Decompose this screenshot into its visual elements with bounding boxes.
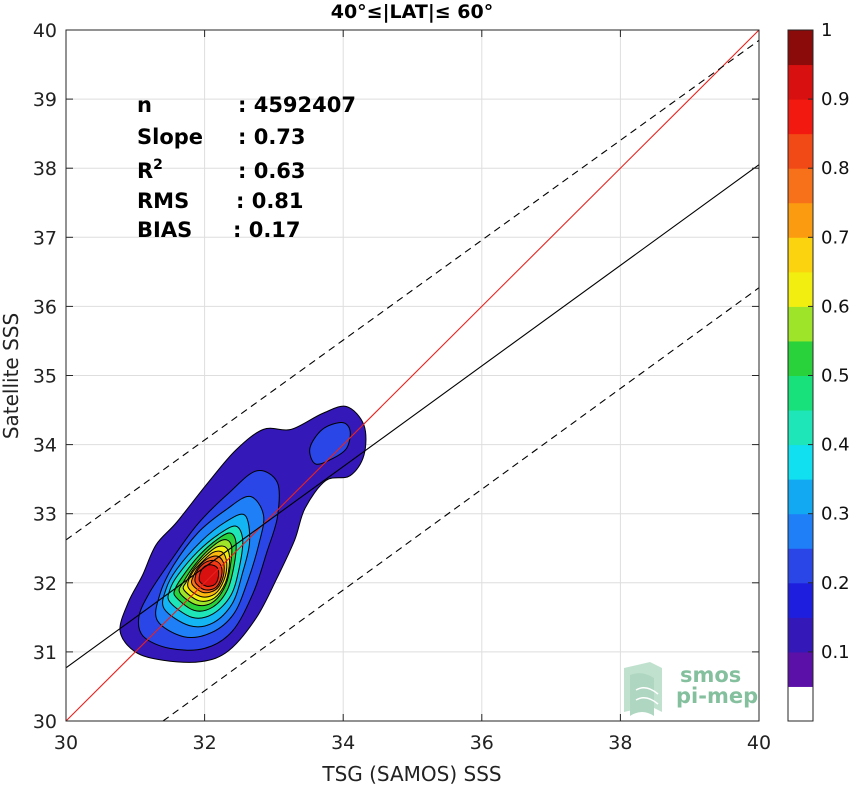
stat-label: Slope [137,125,203,149]
one-to-one-line [66,30,759,721]
stat-value: : 0.73 [238,125,306,149]
x-tick-label: 38 [608,732,632,754]
watermark-line-1: smos [680,663,741,687]
y-tick-label: 33 [33,504,57,526]
x-tick-label: 36 [470,732,494,754]
watermark-wave-icon [624,662,662,716]
colorbar-tick-label: 0.6 [821,296,850,317]
colorbar-band [788,651,813,687]
y-tick-label: 30 [33,711,57,733]
lower-bound-line [162,287,759,721]
colorbar-band [788,30,813,66]
x-tick-label: 30 [54,732,78,754]
y-tick-label: 39 [33,89,57,111]
stat-value: : 0.81 [236,189,304,213]
stat-value: : 4592407 [238,93,356,117]
x-tick-label: 34 [331,732,355,754]
colorbar-tick-label: 0.1 [821,642,850,663]
colorbar-tick-label: 0.8 [821,158,850,179]
colorbar-tick-label: 0.4 [821,435,850,456]
colorbar-tick-label: 0.7 [821,227,850,248]
colorbar-band [788,375,813,411]
colorbar-tick-label: 0.2 [821,573,850,594]
y-tick-label: 34 [33,435,57,457]
colorbar-band [788,237,813,273]
watermark-logo: smos pi-mep [624,662,758,716]
colorbar-band [788,479,813,515]
reference-lines [66,30,759,721]
colorbar-band [788,513,813,549]
x-axis-label: TSG (SAMOS) SSS [321,762,501,786]
colorbar-tick-label: 0.5 [821,366,850,387]
colorbar-band [788,582,813,618]
density-contours [119,405,367,663]
stat-label: BIAS [137,218,192,242]
colorbar-band [788,202,813,238]
y-axis-label: Satellite SSS [0,313,23,439]
upper-bound-line [66,39,759,541]
colorbar-band [788,64,813,100]
stat-label: RMS [137,189,189,213]
colorbar-band [788,548,813,584]
colorbar-band [788,444,813,480]
colorbar-band [788,271,813,307]
contour-level-1 [309,421,351,465]
y-tick-label: 40 [33,20,57,42]
stat-label: n [137,93,152,117]
y-tick-label: 37 [33,227,57,249]
x-tick-label: 40 [747,732,771,754]
chart-title: 40°≤|LAT|≤ 60° [331,1,494,23]
regression-line [66,164,759,669]
colorbar-band [788,340,813,376]
colorbar-band [788,617,813,653]
colorbar-tick-label: 0.9 [821,89,850,110]
stat-value: : 0.17 [233,218,301,242]
colorbar-band [788,99,813,135]
y-tick-label: 32 [33,573,57,595]
colorbar: 0.1 0.2 0.3 0.4 0.5 0.6 0.7 0.8 0.9 1 [787,20,850,722]
stat-value: : 0.63 [238,159,306,183]
colorbar-band [788,168,813,204]
y-tick-label: 35 [33,366,57,388]
y-tick-label: 31 [33,642,57,664]
colorbar-band [788,306,813,342]
x-tick-label: 32 [193,732,217,754]
y-tick-label: 38 [33,158,57,180]
colorbar-band [788,686,813,722]
colorbar-band [788,410,813,446]
axis-ticks: 30 32 34 36 38 40 30 31 32 33 34 35 36 37 38 39 40 [33,20,771,754]
contour-level-12 [198,564,220,587]
grid [66,30,759,721]
y-tick-label: 36 [33,296,57,318]
colorbar-band [788,133,813,169]
colorbar-tick-label: 0.3 [821,504,850,525]
watermark-line-2: pi-mep [676,684,758,708]
colorbar-tick-label: 1 [821,20,832,41]
stat-superscript: 2 [153,157,163,173]
